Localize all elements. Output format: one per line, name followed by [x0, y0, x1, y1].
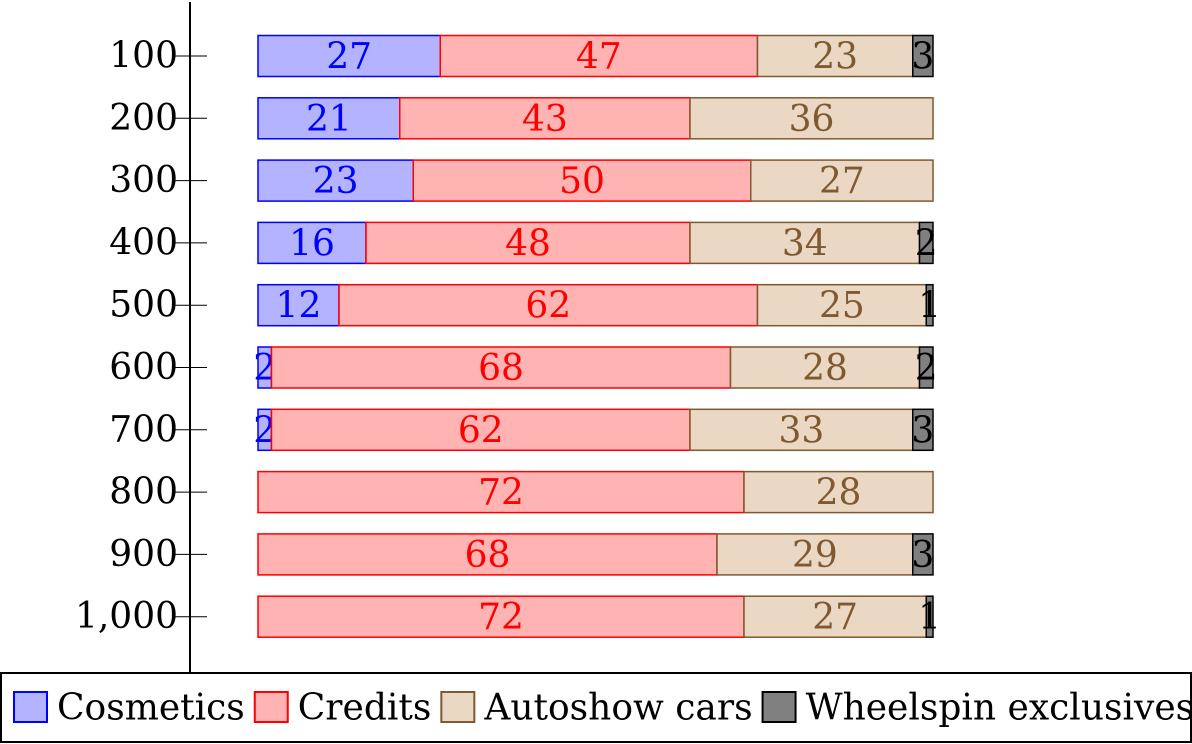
y-tick-label: 500	[109, 285, 178, 326]
y-tick-label: 200	[109, 98, 178, 139]
bar-value-label: 62	[458, 410, 504, 451]
y-tick-label: 600	[109, 347, 178, 388]
bar-segment-credits	[412, 159, 752, 202]
bar-value-label: 62	[525, 286, 571, 327]
bar-segment-cosmetics	[257, 283, 340, 327]
bar-value-label: 27	[812, 597, 858, 638]
bar-segment-credits	[338, 283, 759, 327]
legend-label: Cosmetics	[57, 688, 245, 729]
bar-segment-wheelspin-exclusives	[918, 221, 934, 265]
bar-segment-wheelspin-exclusives	[925, 595, 934, 638]
bar-value-label: 23	[812, 37, 858, 78]
legend: Cosmetics Credits Autoshow cars Wheelspin e…	[0, 672, 1192, 743]
bar-value-label: 2	[253, 410, 276, 451]
y-tick-label: 300	[109, 160, 178, 201]
bar-value-label: 3	[911, 535, 934, 576]
bar-value-label: 33	[778, 410, 824, 451]
bar-segment-autoshow-cars	[743, 470, 934, 514]
bar-value-label: 48	[505, 223, 551, 264]
bar-value-label: 27	[819, 161, 865, 202]
bar-value-label: 28	[816, 473, 862, 514]
legend-swatch-credits	[253, 691, 289, 723]
bar-value-label: 68	[465, 535, 511, 576]
bar-value-label: 2	[253, 348, 276, 389]
bar-value-label: 43	[522, 99, 568, 140]
y-tick-label: 1,000	[75, 596, 178, 637]
bar-segment-wheelspin-exclusives	[925, 283, 934, 327]
bar-value-label: 72	[478, 597, 524, 638]
bar-segment-credits	[365, 221, 691, 265]
bar-value-label: 50	[559, 161, 605, 202]
bar-value-label: 72	[478, 473, 524, 514]
bar-segment-cosmetics	[257, 97, 401, 140]
bar-value-label: 27	[326, 37, 372, 78]
bar-segment-autoshow-cars	[750, 159, 934, 202]
bar-value-label: 16	[289, 223, 335, 264]
bar-value-label: 1	[918, 597, 941, 638]
bar-value-label: 3	[911, 410, 934, 451]
bar-segment-autoshow-cars	[716, 533, 914, 576]
y-axis-ticks: 100 200 300 400 500 600 700 800 900 1,000	[75, 36, 207, 637]
bar-value-label: 2	[915, 348, 938, 389]
bar-segment-autoshow-cars	[756, 34, 914, 78]
bar-value-label: 3	[911, 37, 934, 78]
bar-segment-cosmetics	[257, 221, 367, 265]
y-tick-label: 900	[109, 534, 178, 575]
bar-value-label: 23	[313, 161, 359, 202]
bar-value-label: 1	[918, 286, 941, 327]
bar-value-label: 25	[819, 286, 865, 327]
bar-segment-autoshow-cars	[689, 97, 934, 140]
bar-segment-wheelspin-exclusives	[912, 34, 934, 78]
bar-value-label: 21	[306, 99, 352, 140]
y-tick-label: 100	[109, 36, 178, 77]
bar-value-label: 68	[478, 348, 524, 389]
legend-swatch-wheelspin-exclusives	[761, 691, 797, 723]
bar-value-label: 29	[792, 535, 838, 576]
bar-segment-wheelspin-exclusives	[912, 533, 934, 576]
bar-segment-wheelspin-exclusives	[912, 408, 934, 452]
bar-segment-wheelspin-exclusives	[918, 346, 934, 389]
bar-segment-credits	[257, 470, 745, 514]
bar-value-label: 2	[915, 223, 938, 264]
bar-value-label: 36	[789, 99, 835, 140]
bar-segment-autoshow-cars	[689, 221, 921, 265]
bar-value-label: 28	[802, 348, 848, 389]
legend-box	[0, 672, 1192, 743]
legend-label: Wheelspin exclusives	[806, 688, 1192, 729]
legend-label: Autoshow cars	[483, 688, 752, 729]
legend-label: Credits	[298, 688, 432, 729]
legend-swatch-autoshow-cars	[440, 691, 476, 723]
bar-segment-autoshow-cars	[729, 346, 921, 389]
bar-segment-credits	[257, 595, 745, 638]
bar-segment-cosmetics	[257, 159, 414, 202]
bar-segment-credits	[270, 408, 691, 452]
bar-segment-credits	[270, 346, 732, 389]
y-tick-label: 800	[109, 472, 178, 513]
legend-swatch-cosmetics	[13, 691, 48, 723]
bar-segment-autoshow-cars	[756, 283, 927, 327]
bar-value-label: 12	[276, 286, 322, 327]
bar-value-label: 34	[782, 223, 828, 264]
bar-value-label: 47	[576, 37, 622, 78]
y-tick-label: 400	[109, 222, 178, 263]
y-tick-label: 700	[109, 409, 178, 450]
